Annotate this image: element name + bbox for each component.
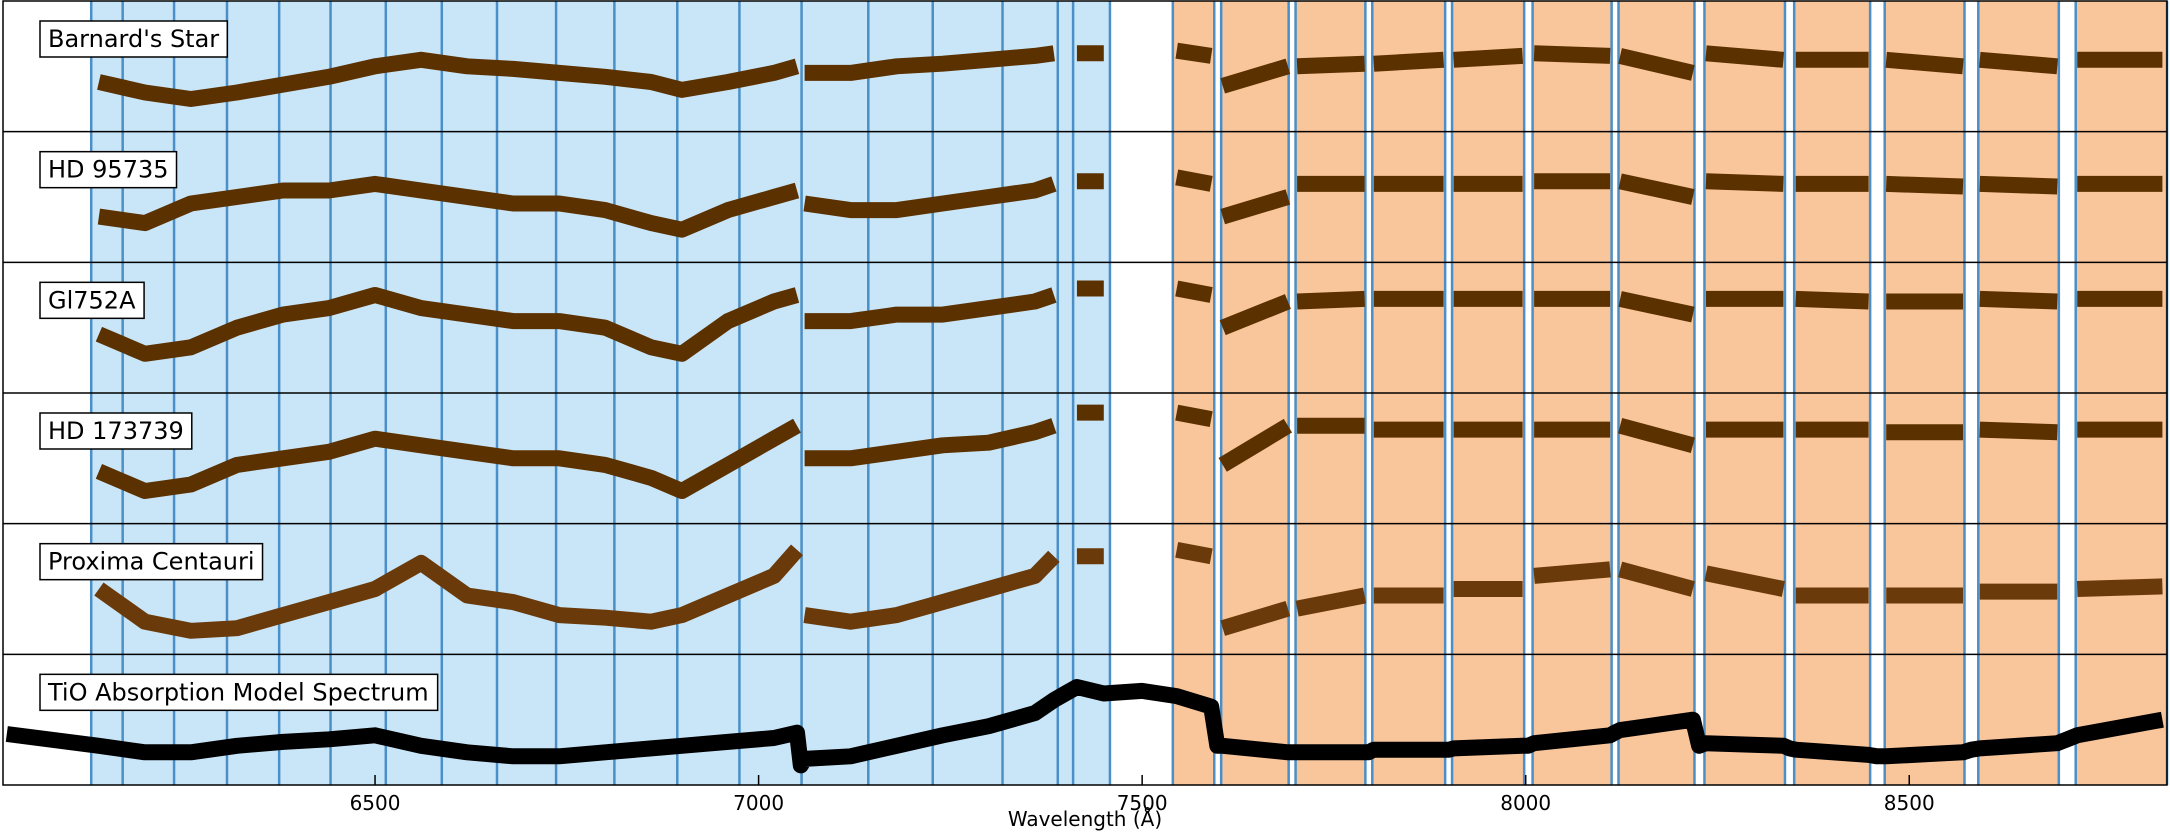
panel-label: HD 95735 [48, 156, 169, 184]
x-axis-label: Wavelength (Å) [1008, 807, 1162, 831]
label-box [39, 673, 439, 712]
label-box [39, 412, 193, 450]
label-box [39, 542, 264, 581]
panel-label: Gl752A [48, 286, 136, 314]
x-tick-label: 8000 [1500, 791, 1551, 815]
x-tick-label: 8500 [1884, 791, 1935, 815]
label-box [39, 20, 229, 58]
x-tick-label: 7500 [1117, 791, 1168, 815]
label-box [39, 281, 145, 320]
x-tick-label: 6500 [350, 791, 401, 815]
panel-label: Barnard's Star [48, 25, 219, 53]
spectrum-line [95, 404, 2163, 499]
spectrum-line [97, 42, 2163, 107]
spectrum-line [95, 280, 2163, 362]
panel-label: Proxima Centauri [48, 548, 255, 576]
x-tick-label: 7000 [733, 791, 784, 815]
label-box [39, 150, 178, 189]
spectrum-line [5, 679, 2164, 774]
spectrum-line [94, 541, 2163, 639]
plot-frame [2, 0, 2168, 786]
spectrum-line [97, 169, 2163, 238]
panel-label: HD 173739 [48, 417, 184, 445]
panel-label: TiO Absorption Model Spectrum [47, 678, 429, 706]
